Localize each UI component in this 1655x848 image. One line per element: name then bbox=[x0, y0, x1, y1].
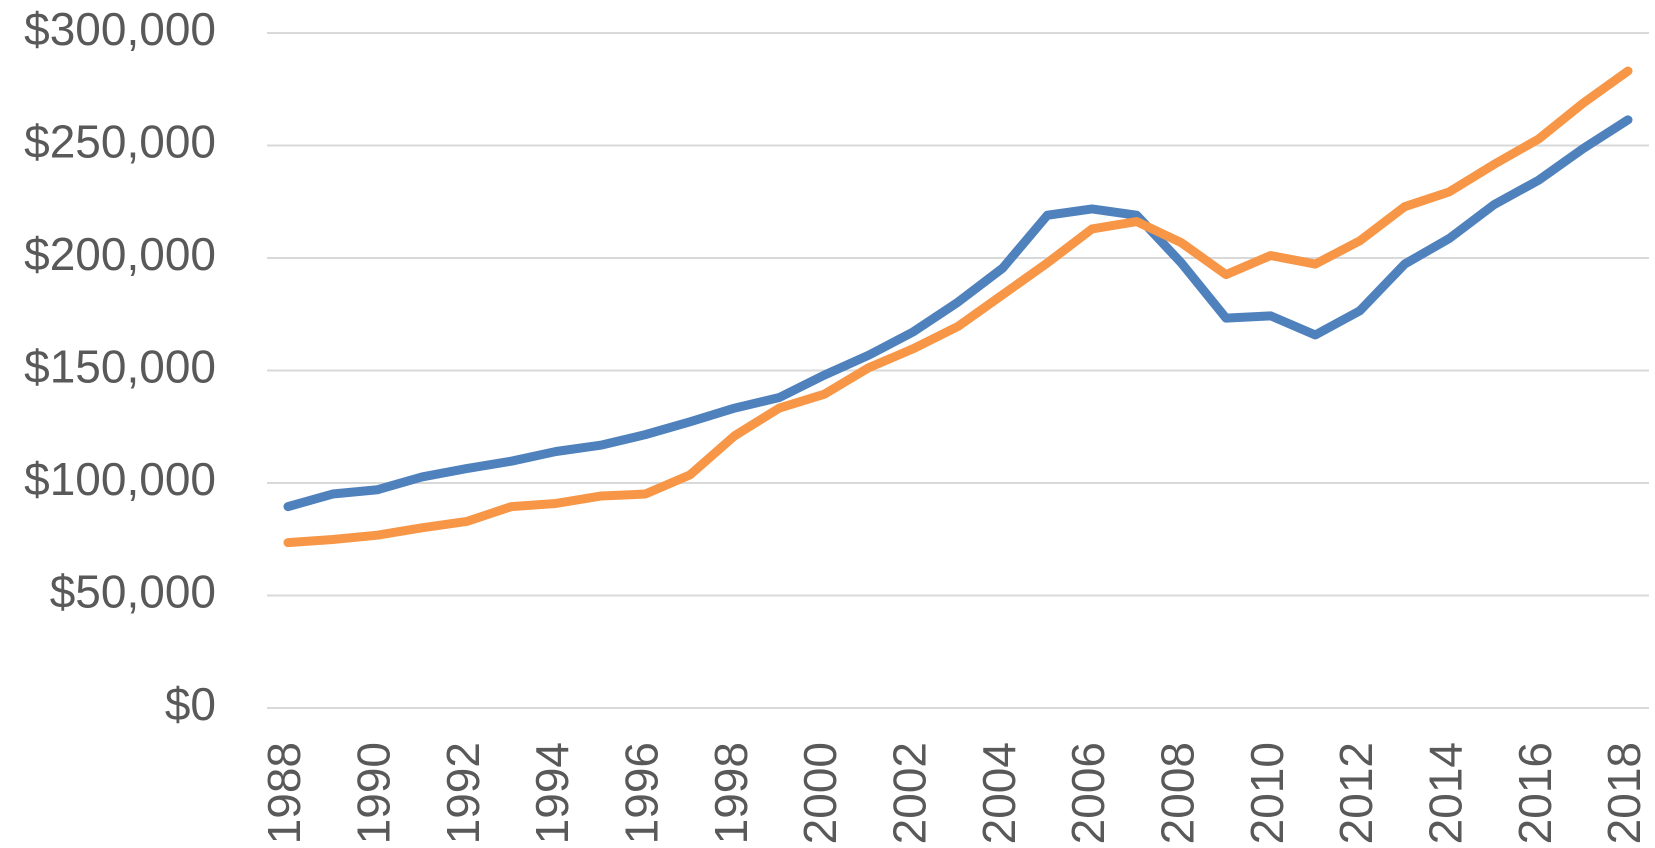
y-tick-label: $50,000 bbox=[50, 566, 216, 618]
y-tick-label: $250,000 bbox=[24, 116, 216, 168]
y-tick-label: $150,000 bbox=[24, 341, 216, 393]
x-tick-label: 2018 bbox=[1598, 742, 1650, 844]
y-tick-label: $200,000 bbox=[24, 228, 216, 280]
y-tick-label: $300,000 bbox=[24, 3, 216, 55]
x-tick-label: 2006 bbox=[1062, 742, 1114, 844]
x-tick-label: 2016 bbox=[1509, 742, 1561, 844]
x-tick-label: 1992 bbox=[437, 742, 489, 844]
x-tick-label: 2012 bbox=[1330, 742, 1382, 844]
y-tick-label: $0 bbox=[165, 678, 216, 730]
series-line bbox=[283, 115, 1633, 512]
x-tick-label: 2002 bbox=[883, 742, 935, 844]
x-tick-label: 1998 bbox=[705, 742, 757, 844]
x-tick-label: 2004 bbox=[973, 742, 1025, 844]
series-line bbox=[283, 66, 1633, 548]
x-tick-label: 2010 bbox=[1241, 742, 1293, 844]
x-tick-label: 2014 bbox=[1419, 742, 1471, 844]
x-tick-label: 1990 bbox=[347, 742, 399, 844]
x-tick-label: 2000 bbox=[794, 742, 846, 844]
x-tick-label: 1996 bbox=[615, 742, 667, 844]
x-tick-label: 1988 bbox=[258, 742, 310, 844]
x-tick-label: 1994 bbox=[526, 742, 578, 844]
x-tick-label: 2008 bbox=[1151, 742, 1203, 844]
y-tick-label: $100,000 bbox=[24, 453, 216, 505]
